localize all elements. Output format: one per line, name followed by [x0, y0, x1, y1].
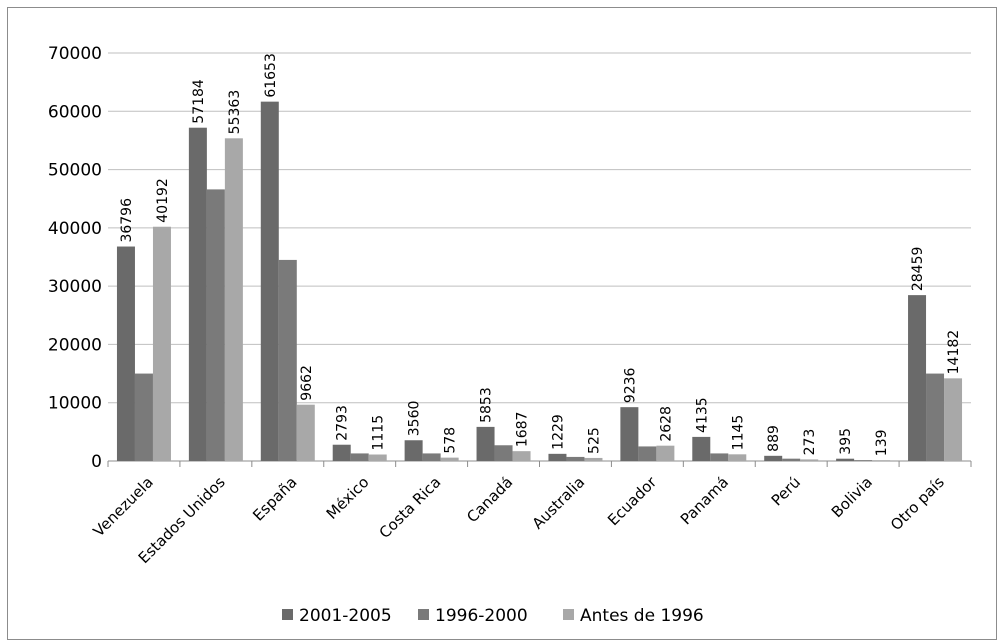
data-label: 889	[766, 425, 782, 452]
legend-label: 1996-2000	[435, 606, 528, 626]
bar	[548, 453, 567, 461]
bar	[728, 454, 747, 461]
data-label: 40192	[155, 178, 171, 223]
bar	[296, 404, 315, 461]
y-tick-label: 40000	[48, 219, 102, 239]
bar	[224, 138, 243, 461]
data-label: 61653	[263, 53, 279, 98]
x-tick-label: España	[249, 473, 300, 524]
data-label: 1145	[730, 415, 746, 451]
x-tick-label: Australia	[529, 473, 589, 533]
data-labels: 36796 40192 57184 55363 61653 9662 2793 1115 356…	[119, 53, 962, 456]
bar	[440, 457, 459, 461]
y-tick-label: 20000	[48, 335, 102, 355]
bar	[332, 444, 351, 461]
y-tick-label: 10000	[48, 394, 102, 414]
data-label: 4135	[694, 397, 710, 433]
legend-swatch	[563, 609, 574, 620]
data-label: 578	[443, 427, 459, 454]
data-label: 1115	[371, 415, 387, 451]
x-tick-label: Panamá	[677, 473, 732, 528]
data-label: 36796	[119, 198, 135, 243]
y-tick-label: 60000	[48, 102, 102, 122]
x-tick-label: Otro país	[887, 473, 948, 534]
y-tick-label: 30000	[48, 277, 102, 297]
data-label: 139	[874, 429, 890, 456]
data-label: 525	[586, 427, 602, 454]
legend-swatch	[282, 609, 293, 620]
data-label: 395	[838, 428, 854, 455]
bar	[116, 246, 135, 461]
data-label: 28459	[910, 247, 926, 292]
x-tick-label: Perú	[768, 473, 804, 509]
data-label: 1687	[515, 412, 531, 448]
x-tick-label: Canadá	[463, 473, 516, 526]
bar	[944, 378, 963, 461]
data-label: 3560	[407, 401, 423, 437]
bar	[260, 101, 279, 461]
bar	[494, 445, 513, 461]
data-label: 2793	[335, 405, 351, 441]
bar	[800, 459, 819, 461]
x-tick-label: Ecuador	[604, 473, 661, 530]
data-label: 55363	[227, 90, 243, 135]
bar	[422, 453, 441, 461]
bar	[854, 460, 873, 461]
bar	[908, 295, 927, 461]
data-label: 1229	[550, 414, 566, 450]
bar	[134, 373, 153, 461]
x-tick-label: Costa Rica	[376, 473, 445, 542]
data-label: 273	[802, 429, 818, 456]
legend: 2001-2005 1996-2000 Antes de 1996	[282, 606, 704, 626]
bar	[656, 445, 675, 461]
bar	[476, 426, 495, 461]
data-label: 57184	[191, 79, 207, 124]
x-tick-label: Bolivia	[828, 473, 876, 521]
bar-chart: 0 10000 20000 30000 40000 50000 60000 70000 367…	[48, 44, 972, 626]
chart-frame: 0 10000 20000 30000 40000 50000 60000 70000 367…	[7, 7, 997, 640]
data-label: 5853	[479, 387, 495, 423]
bars	[116, 101, 963, 462]
data-label: 9236	[622, 367, 638, 403]
legend-swatch	[418, 609, 429, 620]
y-axis-ticks: 0 10000 20000 30000 40000 50000 60000 70000	[48, 44, 102, 472]
data-label: 14182	[946, 330, 962, 375]
data-label: 9662	[299, 365, 315, 401]
data-label: 2628	[658, 406, 674, 442]
bar	[350, 453, 369, 461]
bar	[692, 436, 711, 461]
bar	[566, 456, 585, 461]
bar	[620, 407, 639, 461]
bar	[278, 259, 297, 461]
bar	[584, 457, 603, 461]
bar	[152, 226, 171, 461]
bar	[512, 451, 531, 461]
bar	[872, 460, 891, 461]
x-tick-label: Venezuela	[90, 473, 157, 540]
bar	[836, 458, 855, 461]
bar	[710, 453, 729, 461]
bar	[638, 446, 657, 461]
bar	[926, 373, 945, 461]
y-tick-label: 50000	[48, 161, 102, 181]
bar	[404, 440, 423, 461]
legend-label: Antes de 1996	[580, 606, 704, 626]
legend-label: 2001-2005	[299, 606, 392, 626]
x-tick-label: México	[323, 473, 373, 523]
bar	[764, 455, 783, 461]
y-tick-label: 70000	[48, 44, 102, 64]
gridlines	[108, 52, 971, 462]
bar	[782, 458, 801, 461]
bar	[206, 189, 225, 462]
bar	[188, 127, 207, 461]
bar	[368, 454, 387, 461]
y-tick-label: 0	[91, 452, 102, 472]
